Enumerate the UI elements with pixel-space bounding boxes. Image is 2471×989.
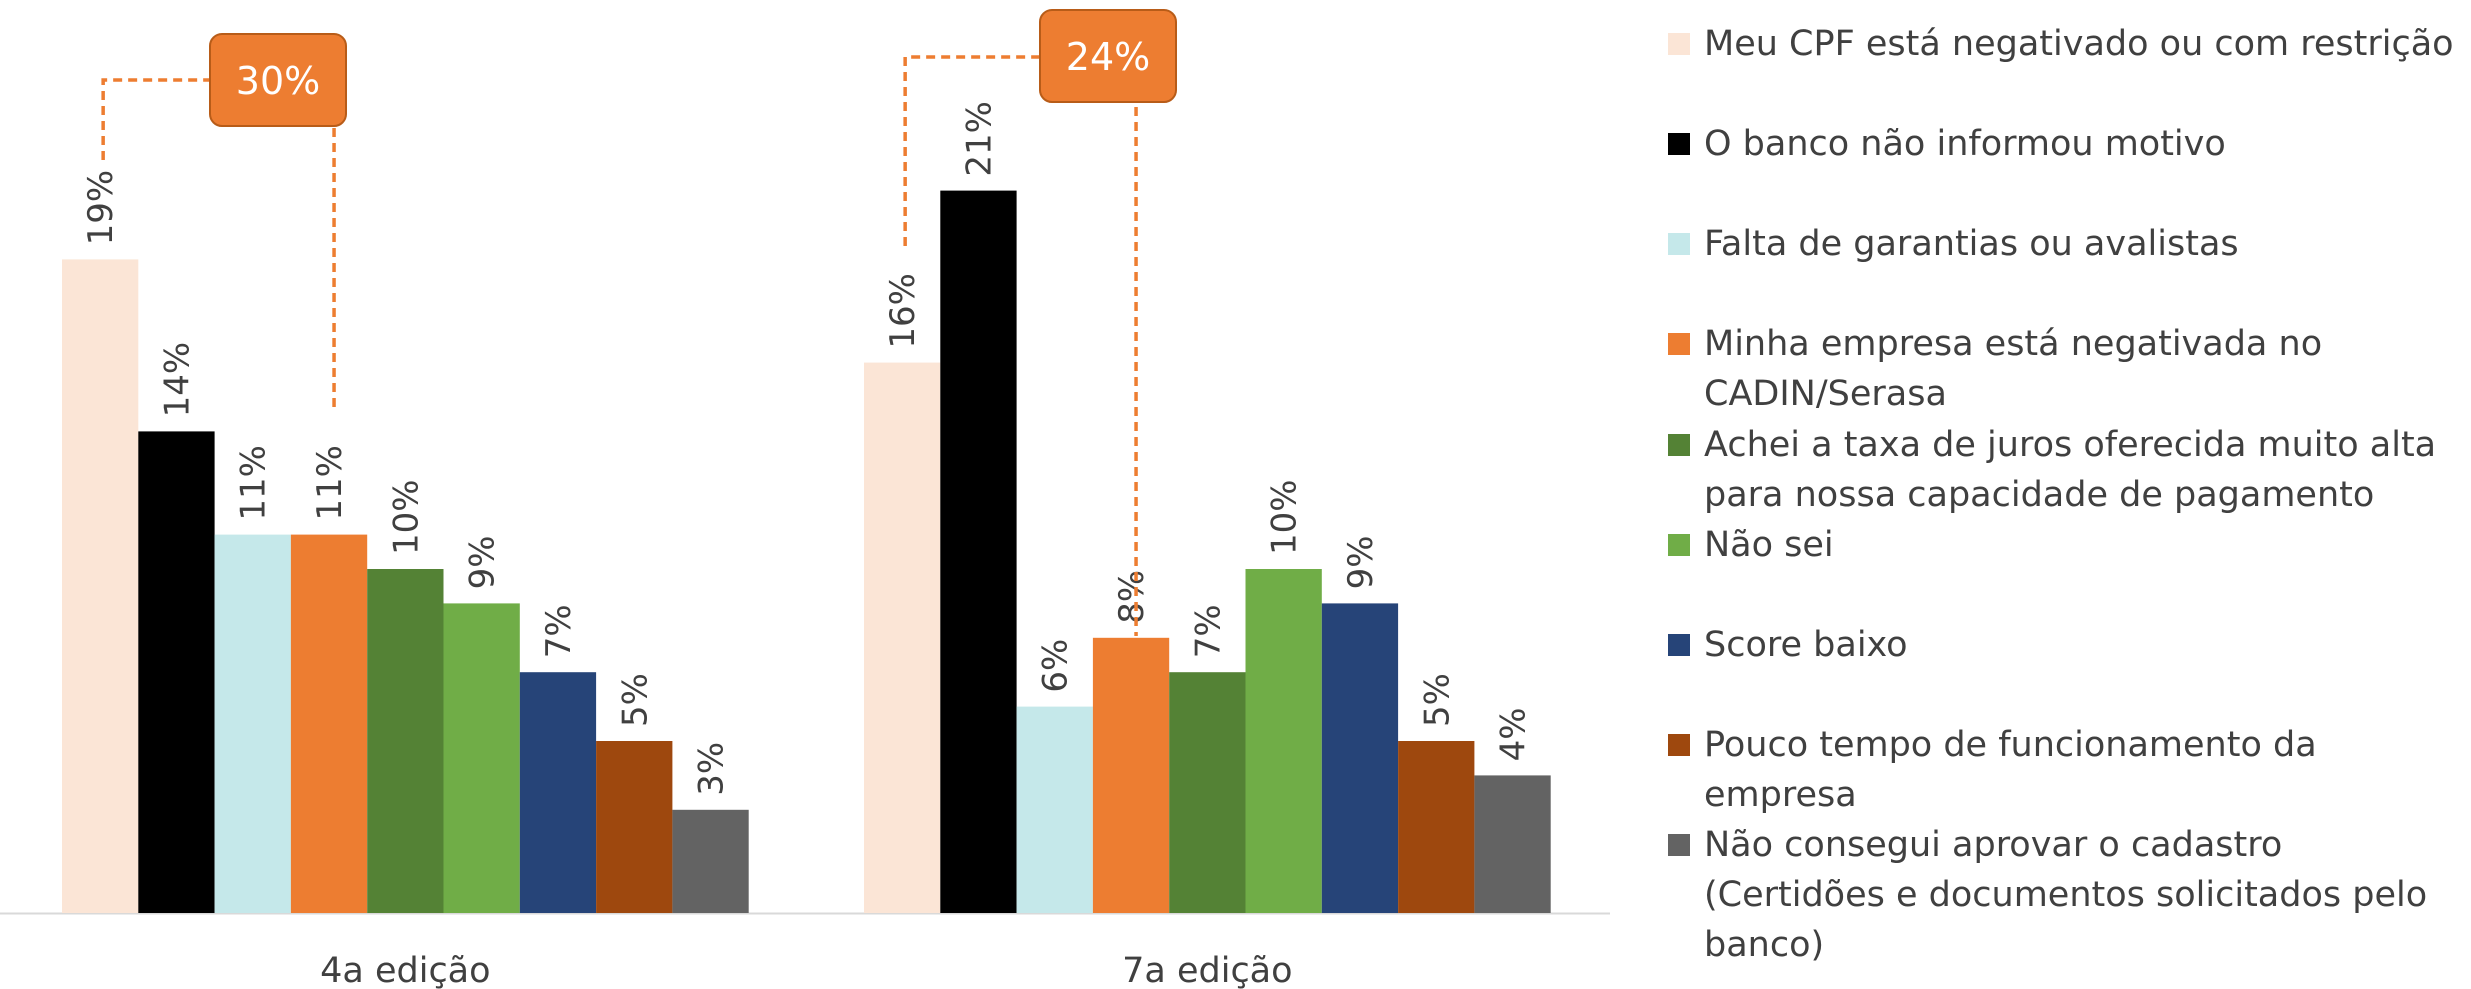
callout-label: 24% (1066, 35, 1150, 79)
legend-item: Meu CPF está negativado ou com restrição (1668, 19, 2464, 69)
legend-swatch (1668, 233, 1690, 255)
legend-item: Pouco tempo de funcionamento da empresa (1668, 720, 2464, 820)
legend-swatch (1668, 534, 1690, 556)
legend-item: Não sei (1668, 520, 2464, 570)
callout-box (1039, 9, 1177, 103)
data-label: 8% (1112, 570, 1152, 624)
legend-swatch (1668, 333, 1690, 355)
data-label: 4% (1494, 707, 1534, 761)
bar (596, 741, 673, 913)
bar (214, 534, 291, 913)
data-label: 3% (692, 742, 732, 796)
legend-swatch (1668, 33, 1690, 55)
x-tick-label: 7a edição (1122, 951, 1292, 989)
legend-label: Score baixo (1704, 625, 1908, 665)
legend-item: O banco não informou motivo (1668, 119, 2464, 169)
callout-connector (101, 78, 346, 408)
data-label: 11% (310, 445, 350, 521)
legend-item: Não consegui aprovar o cadastro (Certidõ… (1668, 820, 2464, 970)
bar (290, 534, 368, 913)
data-label: 10% (1265, 479, 1305, 555)
data-label: 7% (1188, 604, 1228, 658)
bar (1398, 741, 1475, 913)
legend-swatch (1668, 634, 1690, 656)
bar (940, 190, 1017, 914)
data-label: 21% (959, 101, 999, 177)
data-label: 11% (234, 445, 274, 521)
data-label: 9% (463, 535, 503, 589)
bar (443, 603, 520, 913)
legend-label: Minha empresa está negativada no CADIN/S… (1704, 324, 2323, 414)
data-label: 6% (1036, 639, 1076, 693)
legend-item: Minha empresa está negativada no CADIN/S… (1668, 319, 2464, 419)
bar (367, 569, 444, 913)
bar (864, 362, 941, 914)
callout-box (209, 33, 347, 127)
data-label: 10% (386, 479, 426, 555)
bar (1321, 603, 1399, 913)
bar (672, 809, 749, 913)
x-tick-label: 4a edição (320, 951, 490, 989)
legend-label: Não consegui aprovar o cadastro (Certidõ… (1704, 825, 2428, 965)
legend-swatch (1668, 734, 1690, 756)
legend-swatch (1668, 133, 1690, 155)
legend-label: Pouco tempo de funcionamento da empresa (1704, 725, 2317, 815)
legend-label: Meu CPF está negativado ou com restrição (1704, 24, 2454, 64)
legend-label: O banco não informou motivo (1704, 124, 2226, 164)
bar (62, 259, 139, 913)
data-label: 14% (157, 342, 197, 418)
legend-item: Falta de garantias ou avalistas (1668, 219, 2464, 269)
legend-swatch (1668, 434, 1690, 456)
callout-label: 30% (236, 59, 320, 103)
data-label: 5% (615, 673, 655, 727)
bar (1092, 637, 1170, 913)
data-label: 19% (81, 170, 121, 246)
data-label: 5% (1417, 673, 1457, 727)
bar (138, 431, 215, 913)
data-label: 9% (1341, 535, 1381, 589)
bar (1016, 706, 1093, 913)
legend-label: Achei a taxa de juros oferecida muito al… (1704, 425, 2437, 515)
callout-connector (903, 55, 1176, 636)
bar (519, 672, 597, 913)
legend-item: Score baixo (1668, 620, 2464, 670)
bar (1245, 569, 1322, 913)
data-label: 16% (883, 273, 923, 349)
data-label: 7% (539, 604, 579, 658)
legend-label: Falta de garantias ou avalistas (1704, 224, 2239, 264)
bar (1169, 672, 1246, 913)
bar (1474, 775, 1551, 913)
legend-swatch (1668, 834, 1690, 856)
legend-item: Achei a taxa de juros oferecida muito al… (1668, 420, 2464, 520)
legend-label: Não sei (1704, 525, 1834, 565)
